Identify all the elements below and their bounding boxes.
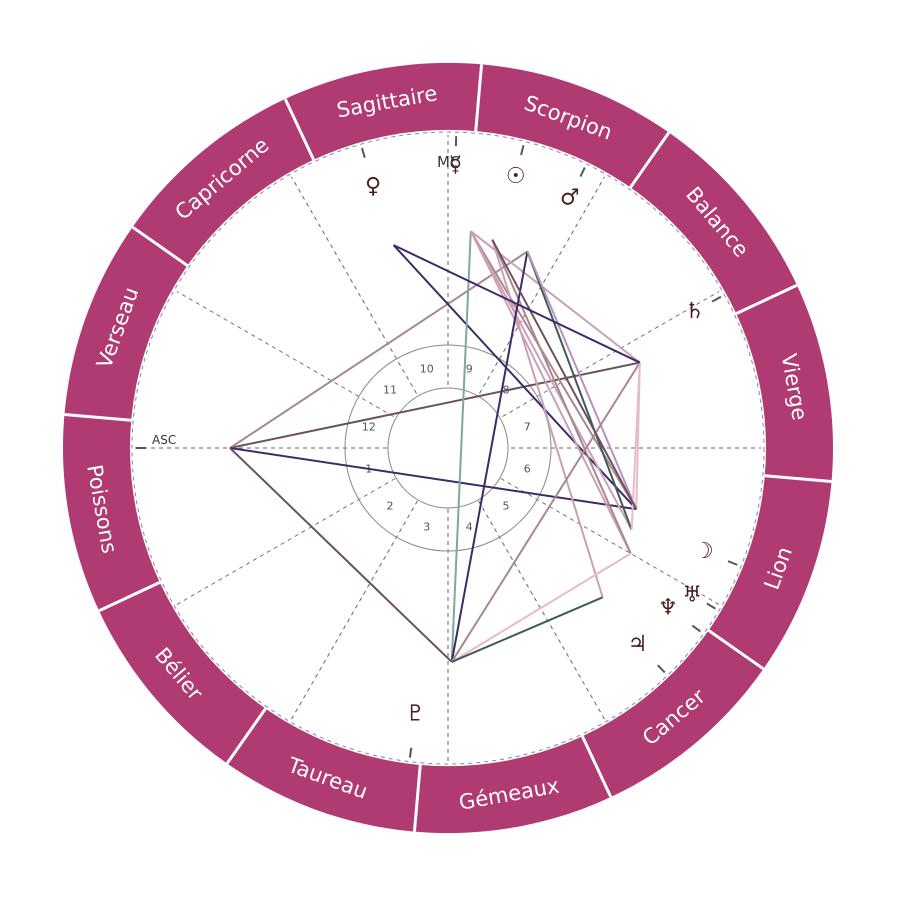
planet-tick [408, 747, 413, 758]
sign-divider [98, 581, 161, 613]
house-number-2: 2 [387, 499, 394, 512]
aspect-line-mars-pluto [450, 251, 529, 663]
sign-divider [735, 283, 798, 315]
mercury-icon: ☿ [449, 153, 463, 178]
sign-divider [629, 131, 671, 189]
venus-icon: ♀ [365, 174, 381, 199]
sign-divider [764, 474, 832, 484]
aspect-line-mercury-moon [469, 230, 638, 510]
asc-label: ASC [152, 433, 176, 447]
mars-icon: ♂ [560, 186, 580, 211]
house-number-11: 11 [383, 384, 397, 397]
aspect-line-pluto-neptune [451, 552, 632, 663]
sign-divider [225, 707, 267, 765]
uranus-icon: ♅ [682, 582, 702, 607]
house-number-7: 7 [524, 420, 531, 433]
house-number-3: 3 [423, 521, 430, 534]
aspect-line-mars-moon [526, 251, 638, 510]
aspect-line-mars-uranus [526, 251, 633, 531]
inner-dashed-circle [131, 131, 765, 765]
house-number-12: 12 [362, 420, 376, 433]
pluto-icon: ♇ [405, 702, 425, 727]
jupiter-icon: ♃ [628, 632, 648, 657]
sign-divider [64, 412, 132, 422]
sun-icon: ☉ [506, 164, 526, 189]
house-number-4: 4 [466, 521, 473, 534]
planet-tick [579, 167, 586, 178]
aspect-line-asc-mars [229, 250, 528, 449]
house-number-9: 9 [466, 362, 473, 375]
planet-tick [361, 147, 366, 158]
planet-tick [727, 560, 738, 566]
planet-ticks [136, 136, 738, 758]
house-number-10: 10 [420, 362, 434, 375]
sign-divider [131, 225, 189, 267]
house-ring-outer [344, 344, 552, 552]
house-number-5: 5 [502, 499, 509, 512]
sign-divider [412, 764, 422, 832]
neptune-icon: ♆ [658, 595, 678, 620]
aspect-line-venus-saturn [393, 244, 641, 364]
aspect-line-mercury-uranus [469, 230, 633, 531]
planet-tick [657, 664, 666, 674]
aspect-line-asc-pluto [229, 447, 453, 663]
sign-divider [283, 98, 315, 161]
sign-divider [707, 629, 765, 671]
planet-tick [711, 295, 722, 303]
aspect-line-asc-saturn [229, 361, 641, 449]
aspect-line-mercury-pluto [450, 231, 472, 663]
planet-tick [706, 602, 716, 610]
house-ring-inner [387, 387, 509, 509]
planet-glyphs: ♀ ☿ ☉ ♂ ♄ ☽ ♅♆ ♃ ♇ [365, 153, 714, 727]
sign-divider [474, 64, 484, 132]
zodiac-dividers [64, 64, 832, 832]
aspect-line-sun-jupiter [491, 239, 604, 598]
moon-icon: ☽ [694, 539, 714, 564]
aspect-line-sun-neptune [491, 239, 632, 554]
aspect-line-asc-moon [229, 447, 637, 511]
planet-tick [691, 624, 702, 633]
sign-divider [581, 735, 613, 798]
aspect-line-pluto-jupiter [451, 596, 604, 663]
aspect-line-saturn-pluto [450, 362, 641, 663]
house-number-6: 6 [524, 463, 531, 476]
aspect-line-sun-moon [491, 239, 638, 510]
saturn-icon: ♄ [685, 299, 705, 324]
aspect-line-mercury-neptune [469, 230, 632, 554]
mc-label: MC [437, 153, 460, 171]
aspect-lines [229, 230, 641, 663]
planet-tick [520, 145, 525, 156]
